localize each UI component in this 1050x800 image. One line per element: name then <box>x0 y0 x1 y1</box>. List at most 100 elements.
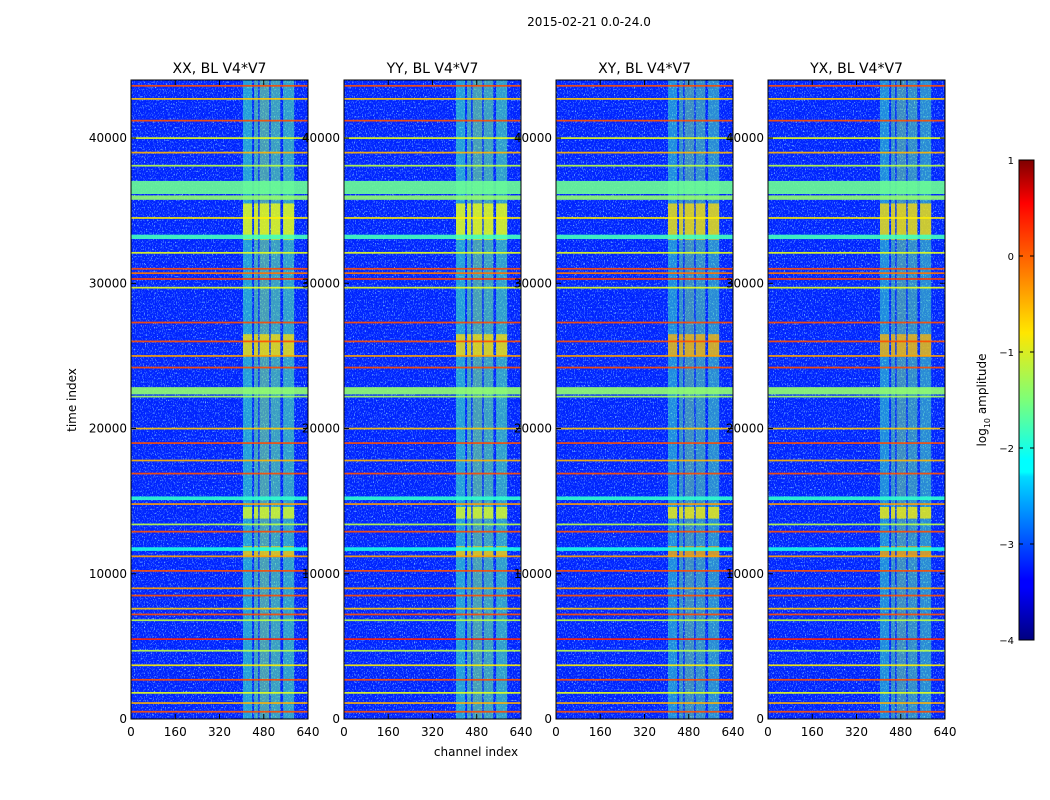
rfi-row <box>768 164 945 167</box>
rfi-row <box>768 587 945 590</box>
hot-region <box>254 546 259 557</box>
rfi-row <box>344 272 521 275</box>
rfi-row <box>768 702 945 704</box>
rfi-row <box>556 530 733 533</box>
y-tick-label: 40000 <box>302 131 340 145</box>
x-tick-label: 0 <box>340 725 348 739</box>
rfi-row <box>556 272 733 275</box>
rfi-row <box>344 267 521 270</box>
hot-region <box>254 506 259 519</box>
hot-region <box>920 506 932 519</box>
channel-band <box>472 80 483 719</box>
rfi-row <box>768 272 945 275</box>
y-tick-label: 30000 <box>726 276 764 290</box>
hot-region <box>708 334 720 356</box>
rfi-row <box>768 119 945 122</box>
rfi-row <box>131 649 308 652</box>
x-tick-label: 480 <box>677 725 700 739</box>
rfi-row <box>556 234 733 240</box>
hot-region <box>467 546 472 557</box>
rfi-row <box>344 321 521 324</box>
rfi-row <box>768 387 945 395</box>
rfi-row <box>768 649 945 652</box>
rfi-row <box>131 547 308 551</box>
rfi-row <box>344 638 521 640</box>
hot-region <box>456 334 466 356</box>
rfi-row <box>344 503 521 505</box>
rfi-row <box>556 459 733 462</box>
rfi-row <box>556 472 733 475</box>
hot-region <box>243 203 253 240</box>
panel-title: YY, BL V4*V7 <box>386 61 479 77</box>
y-tick-label: 40000 <box>726 131 764 145</box>
rfi-row <box>556 496 733 501</box>
rfi-row <box>131 530 308 533</box>
hot-region <box>668 546 678 557</box>
x-tick-label: 0 <box>552 725 560 739</box>
y-tick-label: 10000 <box>89 567 127 581</box>
hot-region <box>472 506 483 519</box>
rfi-row <box>768 547 945 551</box>
rfi-row <box>131 84 308 87</box>
colorbar-tick-label: 1 <box>1008 156 1014 167</box>
rfi-row <box>131 395 308 398</box>
panels-group: XX, BL V4*V7 0 160 320 480 640 0 10000 20000 3000… <box>89 61 957 739</box>
rfi-row <box>344 664 521 667</box>
rfi-row <box>556 98 733 100</box>
rfi-row <box>768 607 945 610</box>
rfi-row <box>131 619 308 622</box>
rfi-row <box>131 691 308 694</box>
rfi-row <box>131 98 308 100</box>
rfi-row <box>131 587 308 590</box>
hot-region <box>891 334 896 356</box>
hot-region <box>891 546 896 557</box>
hot-region <box>483 506 494 519</box>
hot-region <box>472 334 483 356</box>
colorbar-label: log10 amplitude <box>975 354 992 447</box>
x-tick-label: 320 <box>208 725 231 739</box>
rfi-row <box>131 151 308 154</box>
hot-region <box>270 334 281 356</box>
panel-yx: YX, BL V4*V7 0 160 320 480 640 0 10000 20000 3000… <box>726 61 957 739</box>
hot-region <box>920 546 932 557</box>
hot-region <box>243 334 253 356</box>
rfi-row <box>556 613 733 616</box>
rfi-row <box>556 137 733 139</box>
rfi-row <box>344 164 521 167</box>
channel-band <box>259 80 270 719</box>
rfi-row <box>131 664 308 667</box>
hot-region <box>896 203 907 240</box>
x-tick-label: 320 <box>845 725 868 739</box>
rfi-row <box>344 195 521 200</box>
rfi-row <box>556 355 733 357</box>
rfi-row <box>556 395 733 398</box>
rfi-row <box>131 195 308 200</box>
rfi-row <box>344 355 521 357</box>
hot-region <box>891 506 896 519</box>
rfi-row <box>768 321 945 324</box>
y-tick-label: 20000 <box>302 422 340 436</box>
hot-region <box>880 506 890 519</box>
hot-region <box>684 546 695 557</box>
hot-region <box>891 203 896 240</box>
hot-region <box>472 203 483 240</box>
channel-band <box>695 80 706 719</box>
rfi-row <box>768 619 945 622</box>
rfi-row <box>768 691 945 694</box>
rfi-row <box>131 137 308 139</box>
rfi-row <box>768 594 945 597</box>
colorbar-tick-label: −2 <box>999 444 1014 455</box>
rfi-row <box>556 523 733 526</box>
colorbar: 10−1−2−3−4 log10 amplitude <box>975 156 1035 647</box>
hot-region <box>496 203 508 240</box>
hot-region <box>456 506 466 519</box>
hot-region <box>695 546 706 557</box>
hot-region <box>483 546 494 557</box>
y-axis-label: time index <box>65 368 79 432</box>
panel-xy: XY, BL V4*V7 0 160 320 480 640 0 10000 20000 3000… <box>514 61 745 739</box>
rfi-row <box>131 427 308 430</box>
hot-region <box>896 334 907 356</box>
rfi-row <box>556 251 733 254</box>
hot-region <box>679 334 684 356</box>
rfi-row <box>131 442 308 444</box>
